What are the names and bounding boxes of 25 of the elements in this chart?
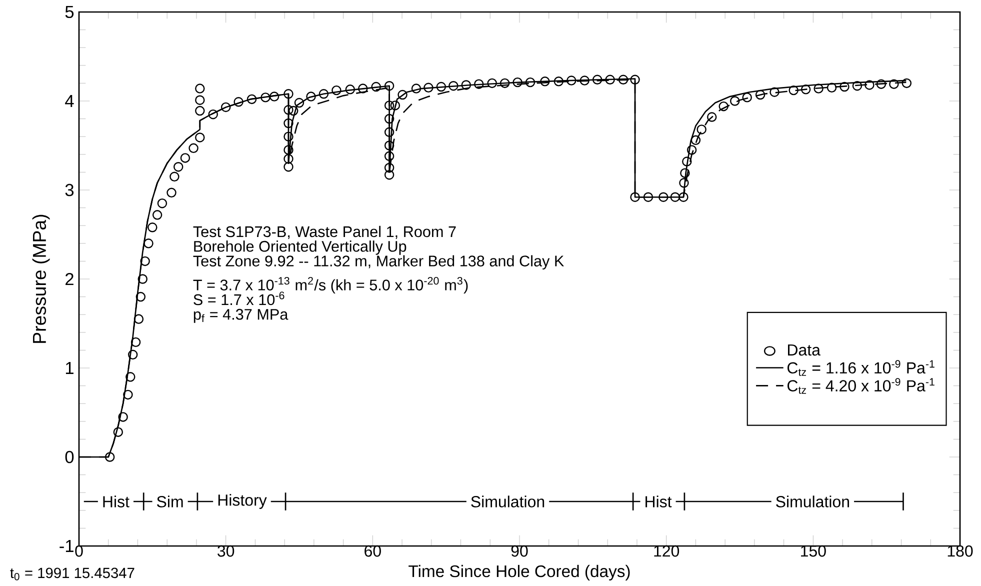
y-tick-label: 1 [66, 362, 74, 374]
annotation: Simulation [471, 496, 544, 508]
y-tick-label: 2 [66, 272, 74, 286]
x-tick-label: 180 [948, 545, 973, 557]
annotation: Hist [103, 496, 130, 508]
x-axis-title: Time Since Hole Cored (days) [408, 564, 630, 580]
annotation: S = 1.7 x 10$^{-6}$ [194, 292, 284, 306]
legend-label: C$_{tz}$ = 1.16 x 10$^{-9}$ Pa$^{-1}$ [788, 360, 934, 376]
annotation: History [218, 494, 267, 509]
text: t$_{0}$ = 1991 15.45347 [10, 568, 134, 580]
annotation: p$_{f}$ = 4.37 MPa [194, 308, 288, 323]
annotation: Borehole Oriented Vertically Up [194, 240, 406, 255]
legend-label: C$_{tz}$ = 4.20 x 10$^{-9}$ Pa$^{-1}$ [788, 378, 934, 394]
y-tick-label: 4 [65, 95, 74, 107]
annotation: Simulation [776, 496, 849, 508]
annotation: Test S1P73-B, Waste Panel 1, Room 7 [193, 226, 456, 239]
y-axis-title: Pressure (MPa) [32, 214, 50, 343]
legend-label: Data [788, 344, 820, 356]
y-tick-label: 5 [65, 6, 74, 18]
annotation: Sim [156, 496, 183, 508]
annotation: Test Zone 9.92 -- 11.32 m, Marker Bed 138 and Clay K [193, 255, 564, 270]
y-tick-label: -1 [60, 540, 74, 552]
y-tick-label: 3 [65, 184, 74, 196]
y-tick-label: 0 [65, 450, 74, 464]
annotation: Hist [646, 496, 672, 508]
